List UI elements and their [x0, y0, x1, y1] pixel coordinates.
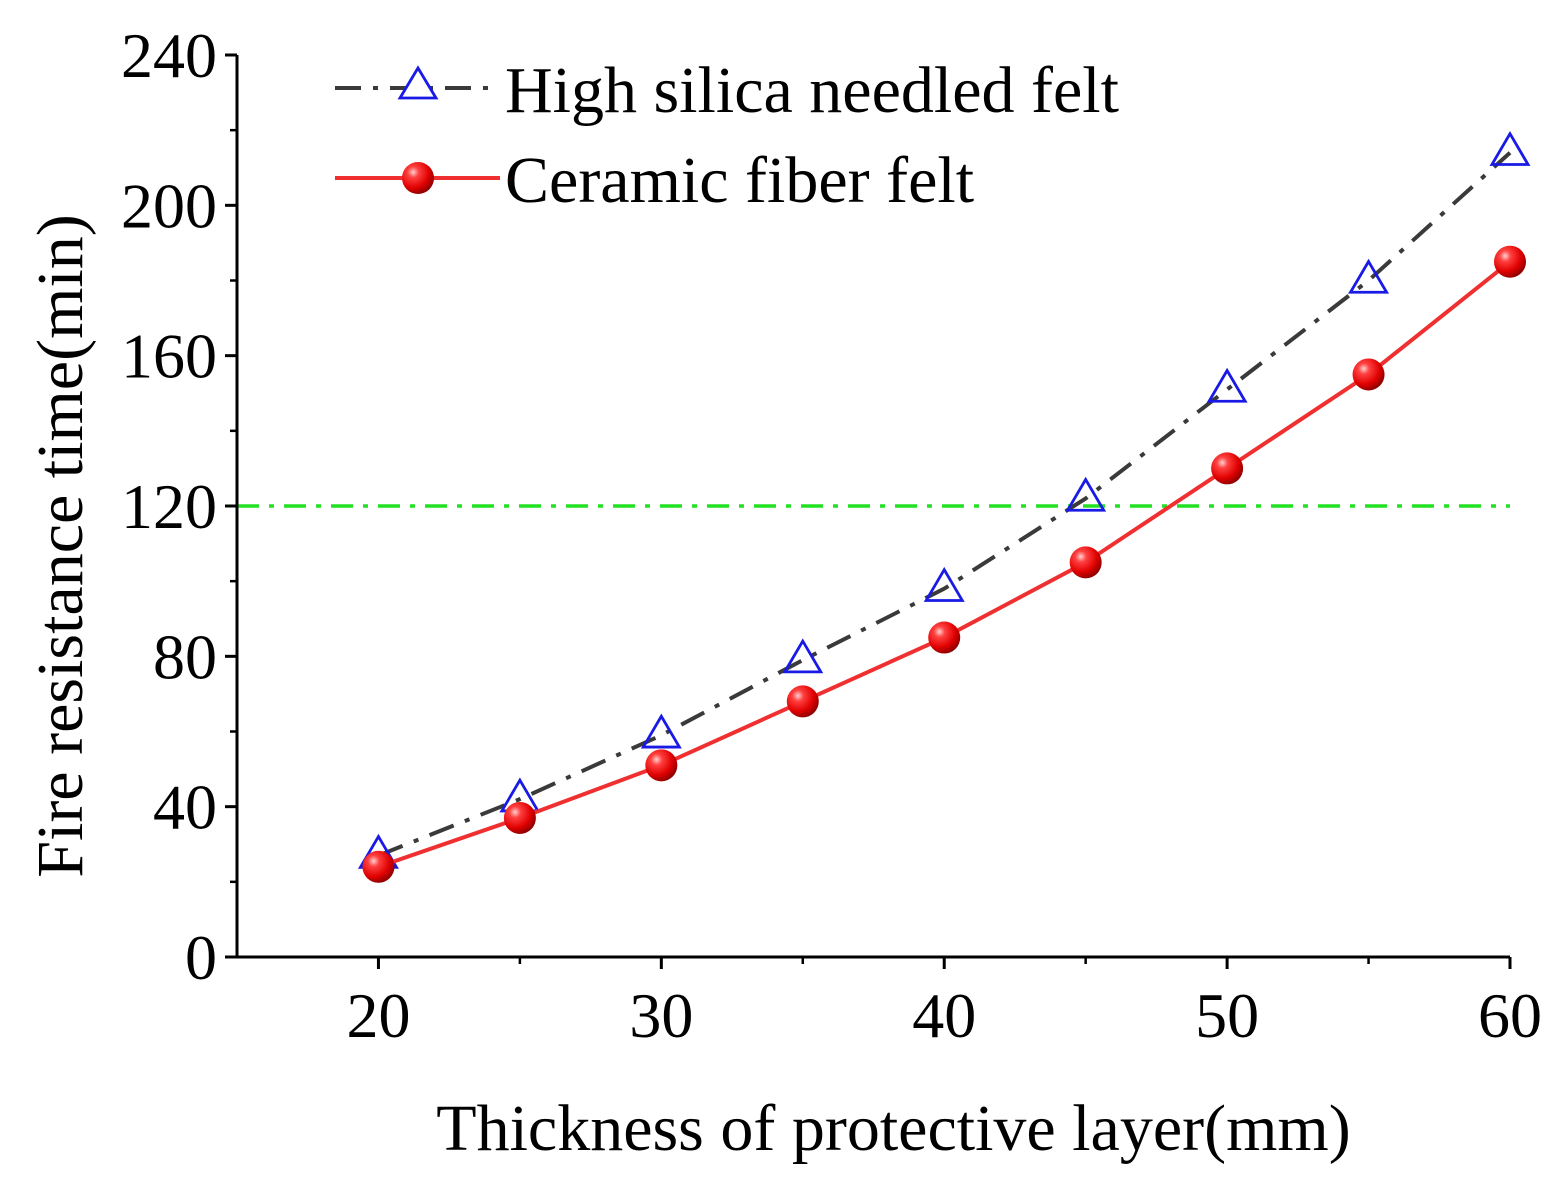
- legend-label: High silica needled felt: [505, 54, 1119, 127]
- y-tick-label: 0: [185, 922, 217, 993]
- triangle-marker: [1489, 130, 1531, 166]
- x-tick-label: 50: [1195, 980, 1259, 1051]
- legend-item-ceramic-fiber-felt: Ceramic fiber felt: [335, 144, 974, 217]
- triangle-marker: [1348, 258, 1390, 294]
- x-tick-label: 40: [912, 980, 976, 1051]
- legend-circle-marker: [402, 162, 434, 194]
- circle-marker: [645, 749, 678, 782]
- y-tick-label: 80: [153, 621, 217, 692]
- circle-marker: [362, 850, 395, 883]
- series-line: [377, 260, 1512, 869]
- circle-marker: [1211, 452, 1244, 485]
- y-tick-label: 120: [121, 471, 217, 542]
- series-group: [357, 130, 1531, 883]
- series-high-silica-needled-felt: [357, 130, 1531, 869]
- x-tick-label: 20: [346, 980, 410, 1051]
- y-tick-label: 160: [121, 321, 217, 392]
- circle-marker: [786, 685, 819, 718]
- triangle-marker: [1206, 367, 1248, 403]
- triangle-marker: [640, 713, 682, 749]
- y-tick-label: 40: [153, 772, 217, 843]
- y-tick-label: 200: [121, 170, 217, 241]
- triangle-marker: [782, 638, 824, 674]
- triangle-marker: [923, 566, 965, 602]
- triangle-marker: [1065, 476, 1107, 512]
- legend: High silica needled felt Ceramic fiber fe…: [335, 54, 1119, 217]
- series-ceramic-fiber-felt: [362, 245, 1526, 883]
- circle-marker: [1352, 358, 1385, 391]
- circle-marker: [1494, 245, 1526, 278]
- legend-label: Ceramic fiber felt: [505, 144, 974, 217]
- series-line: [377, 151, 1512, 858]
- y-tick-label: 240: [121, 20, 217, 91]
- axes-group: 0 40 80 120 160 200 240 20 30 40 50 60 Thickness of …: [24, 20, 1542, 1165]
- legend-triangle-marker: [397, 65, 439, 100]
- x-tick-label: 60: [1478, 980, 1542, 1051]
- x-axis-title: Thickness of protective layer(mm): [436, 1092, 1351, 1165]
- x-tick-label: 30: [629, 980, 693, 1051]
- legend-item-high-silica-needled-felt: High silica needled felt: [335, 54, 1119, 127]
- y-axis-title: Fire resistance time(min): [24, 214, 97, 877]
- circle-marker: [928, 621, 961, 654]
- circle-marker: [503, 801, 536, 834]
- circle-marker: [1069, 546, 1102, 579]
